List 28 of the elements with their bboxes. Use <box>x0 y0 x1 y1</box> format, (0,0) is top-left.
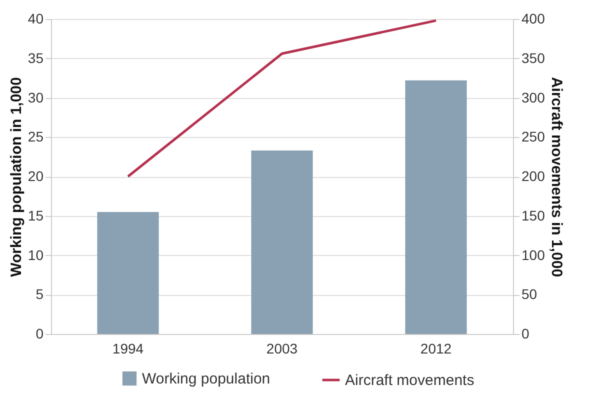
y-tick-label: 20 <box>28 168 44 184</box>
y2-tick-label: 150 <box>522 207 546 224</box>
legend-label: Aircraft movements <box>345 372 474 389</box>
y-tick-label: 40 <box>28 10 44 26</box>
y2-tick-label: 200 <box>522 168 546 184</box>
bar <box>405 80 467 334</box>
y-tick-label: 10 <box>28 246 44 263</box>
y-tick-label: 15 <box>28 207 44 224</box>
y-tick-label: 0 <box>36 326 44 342</box>
y-tick-label: 5 <box>36 286 44 302</box>
x-tick-label: 1994 <box>112 340 144 356</box>
y2-axis-title: Aircraft movements in 1,000 <box>548 76 565 278</box>
y2-tick-label: 400 <box>522 10 546 26</box>
y2-tick-label: 350 <box>522 50 546 66</box>
y-tick-label: 35 <box>28 50 44 66</box>
y-axis-title: Working population in 1,000 <box>8 77 25 277</box>
bar <box>251 150 313 334</box>
y-tick-label: 25 <box>28 128 44 145</box>
y2-tick-label: 100 <box>522 246 546 263</box>
y2-tick-label: 0 <box>522 326 530 342</box>
x-tick-label: 2003 <box>266 340 298 356</box>
y2-tick-label: 50 <box>522 286 538 302</box>
y-tick-label: 30 <box>28 89 44 106</box>
bar <box>97 212 159 334</box>
legend-label: Working population <box>142 370 270 388</box>
x-tick-label: 2012 <box>420 340 452 356</box>
y2-tick-label: 300 <box>522 89 546 106</box>
y2-tick-label: 250 <box>522 128 546 145</box>
